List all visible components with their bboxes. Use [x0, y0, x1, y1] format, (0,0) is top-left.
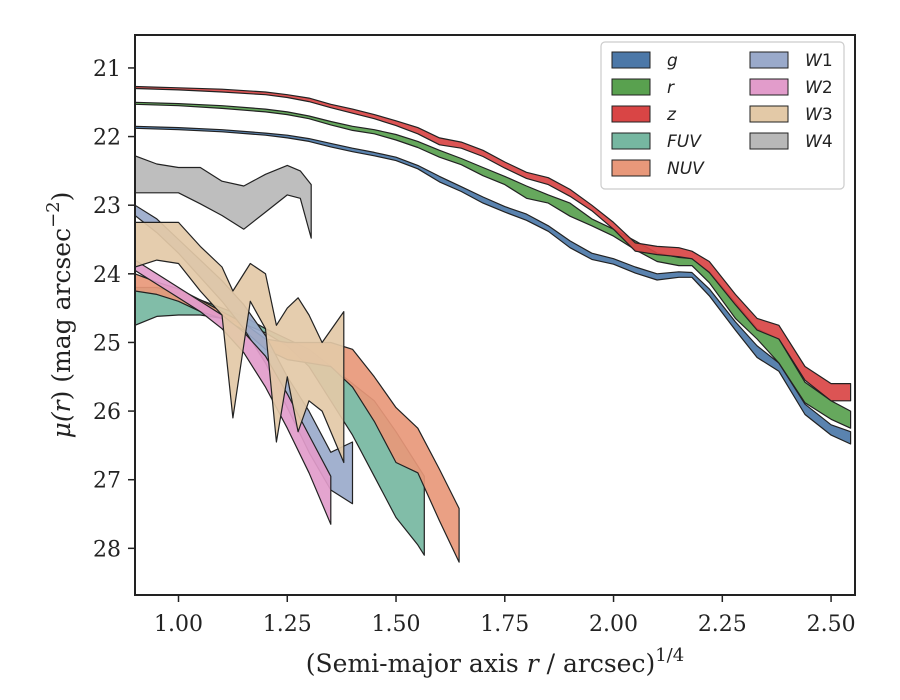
x-axis: 1.00 1.25 1.50 1.75 2.00 2.25 2.50: [154, 595, 856, 637]
band-r: [135, 101, 852, 429]
x-tick-label: 1.75: [480, 612, 529, 637]
legend-label-w3: W3: [805, 105, 833, 125]
band-w2: [135, 259, 332, 525]
band-w3: [135, 221, 345, 464]
x-tick-label: 2.00: [589, 612, 638, 637]
legend-swatch-r: [611, 78, 651, 96]
x-tick-label: 1.00: [154, 612, 203, 637]
legend-label-w2: W2: [805, 78, 833, 98]
y-tick-label: 26: [93, 400, 121, 425]
x-tick-label: 1.50: [372, 612, 421, 637]
legend-swatch-w4: [749, 132, 789, 150]
y-tick-label: 21: [93, 57, 121, 82]
legend-label-fuv: FUV: [667, 132, 702, 152]
legend-swatch-nuv: [611, 159, 651, 177]
legend-label-r: r: [667, 78, 675, 98]
y-axis-label: μ(r) (mag arcsec−2): [43, 192, 76, 439]
legend-label-w1: W1: [805, 51, 833, 71]
series-bands: [135, 85, 852, 563]
y-tick-label: 27: [93, 469, 121, 494]
legend-swatch-w1: [749, 51, 789, 69]
legend-swatch-w3: [749, 105, 789, 123]
y-tick-label: 22: [93, 126, 121, 151]
x-axis-label: (Semi-major axis r / arcsec)1/4: [306, 645, 684, 678]
band-z: [135, 85, 852, 402]
legend-swatch-z: [611, 105, 651, 123]
y-tick-label: 24: [93, 263, 121, 288]
y-tick-label: 28: [93, 537, 121, 562]
legend-swatch-w2: [749, 78, 789, 96]
x-tick-label: 2.50: [807, 612, 856, 637]
x-tick-label: 1.25: [263, 612, 312, 637]
band-w4: [135, 155, 312, 239]
legend-label-nuv: NUV: [667, 159, 705, 179]
y-tick-label: 25: [93, 331, 121, 356]
legend-label-w4: W4: [805, 132, 833, 152]
legend-label-z: z: [666, 105, 677, 125]
x-tick-label: 2.25: [698, 612, 747, 637]
legend-swatch-fuv: [611, 132, 651, 150]
y-axis: 21 22 23 24 25 26 27 28: [93, 57, 135, 562]
legend-label-g: g: [667, 51, 678, 71]
legend: grz FUV NUV W1 W2 W3 W4: [600, 41, 845, 190]
band-g: [135, 125, 852, 445]
y-tick-label: 23: [93, 194, 121, 219]
plot-frame: [134, 34, 856, 596]
legend-swatch-g: [611, 51, 651, 69]
